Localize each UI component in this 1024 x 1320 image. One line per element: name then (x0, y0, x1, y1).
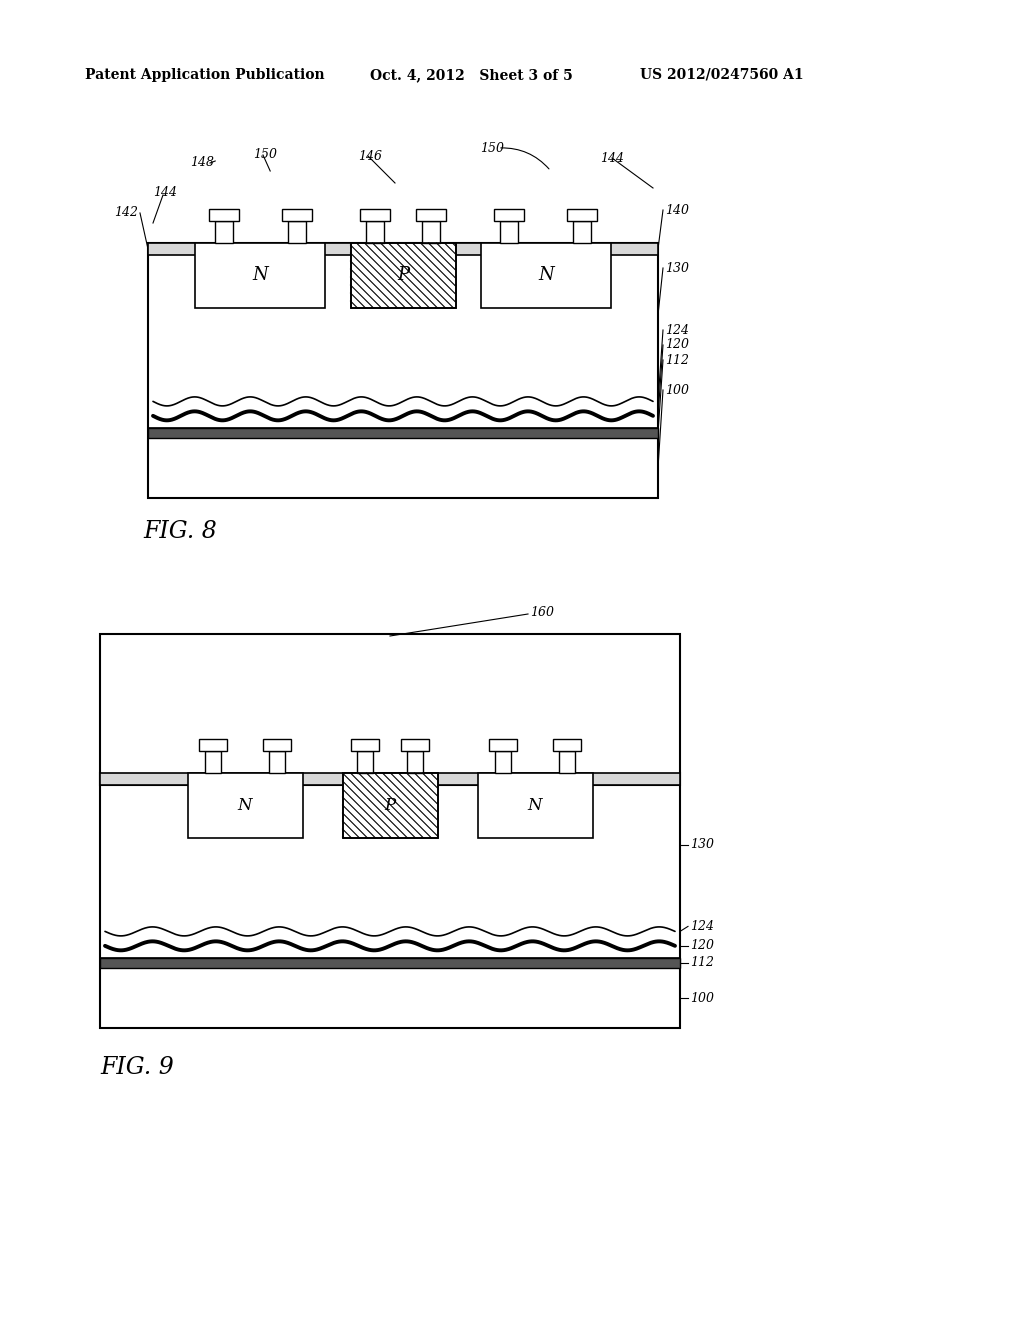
Bar (215, 220, 232, 243)
Bar (422, 220, 439, 243)
Bar (288, 220, 306, 243)
Bar (495, 751, 511, 774)
Text: N: N (538, 267, 554, 285)
Bar (553, 739, 582, 751)
Text: 100: 100 (665, 384, 689, 396)
Bar (559, 751, 575, 774)
Text: 120: 120 (690, 940, 714, 952)
Text: 120: 120 (665, 338, 689, 351)
Bar (100, 634, 680, 785)
Bar (481, 243, 610, 308)
Bar (100, 774, 680, 1028)
Text: Oct. 4, 2012   Sheet 3 of 5: Oct. 4, 2012 Sheet 3 of 5 (370, 69, 572, 82)
Text: 142: 142 (114, 206, 138, 219)
Text: 130: 130 (690, 838, 714, 851)
Bar (148, 243, 658, 498)
Bar (209, 209, 239, 220)
Text: 144: 144 (600, 152, 624, 165)
Bar (100, 774, 680, 785)
Bar (351, 739, 379, 751)
Bar (408, 751, 423, 774)
Text: 140: 140 (665, 203, 689, 216)
Text: 144: 144 (153, 186, 177, 199)
Text: N: N (527, 797, 543, 814)
Bar (148, 243, 658, 255)
Bar (477, 774, 593, 838)
Bar (205, 751, 221, 774)
Text: 112: 112 (690, 957, 714, 969)
Text: 150: 150 (253, 149, 278, 161)
Text: US 2012/0247560 A1: US 2012/0247560 A1 (640, 69, 804, 82)
Bar (263, 739, 291, 751)
Text: FIG. 8: FIG. 8 (143, 520, 217, 543)
Text: FIG. 9: FIG. 9 (100, 1056, 174, 1078)
FancyArrowPatch shape (501, 148, 549, 169)
Text: 130: 130 (665, 261, 689, 275)
Bar (282, 209, 311, 220)
Text: P: P (397, 267, 409, 285)
Bar (416, 209, 445, 220)
Bar (199, 739, 226, 751)
Bar (401, 739, 429, 751)
Text: P: P (384, 797, 395, 814)
Text: 160: 160 (530, 606, 554, 619)
Bar (342, 774, 437, 838)
Text: N: N (252, 267, 268, 285)
Bar (100, 958, 680, 968)
Text: 100: 100 (690, 991, 714, 1005)
Bar (187, 774, 302, 838)
Text: N: N (238, 797, 252, 814)
Text: 124: 124 (665, 323, 689, 337)
Bar (269, 751, 286, 774)
Bar (148, 428, 658, 438)
Bar (573, 220, 591, 243)
Text: Patent Application Publication: Patent Application Publication (85, 69, 325, 82)
Bar (350, 243, 456, 308)
Bar (495, 209, 524, 220)
Bar (342, 774, 437, 838)
Text: 112: 112 (665, 354, 689, 367)
Bar (360, 209, 390, 220)
Bar (567, 209, 597, 220)
Bar (367, 220, 384, 243)
Bar (350, 243, 456, 308)
Bar (356, 751, 373, 774)
Text: 146: 146 (358, 149, 382, 162)
Bar (501, 220, 518, 243)
Text: 148: 148 (190, 157, 214, 169)
Bar (488, 739, 517, 751)
Text: 124: 124 (690, 920, 714, 933)
Bar (196, 243, 326, 308)
Text: 150: 150 (480, 141, 504, 154)
